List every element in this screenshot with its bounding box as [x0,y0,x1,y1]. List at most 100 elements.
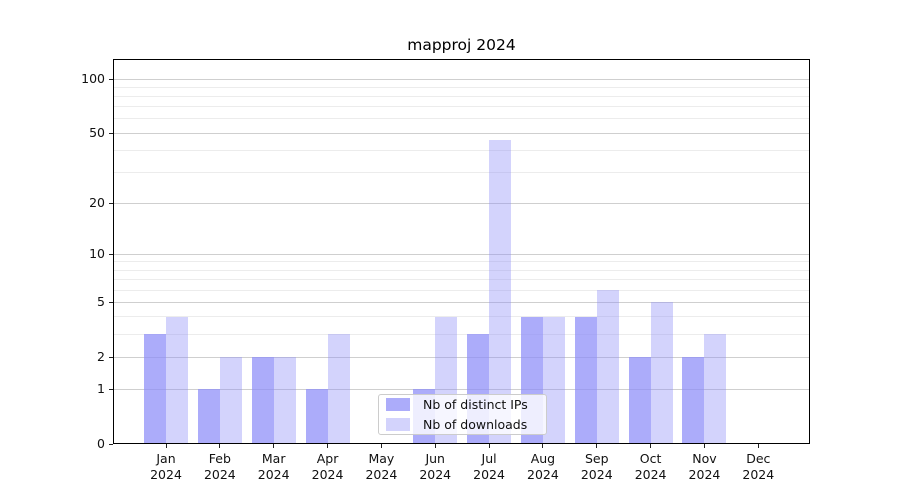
month-label: Apr [316,451,339,466]
y-axis-tick [109,301,113,303]
month-label: Oct [639,451,662,466]
y-axis-tick-label: 20 [89,195,105,211]
legend-item-downloads: Nb of downloads [379,415,546,435]
month-label: Sep [584,451,609,466]
bar-distinct-ips [197,389,220,444]
bar-downloads [489,139,512,444]
year-label: 2024 [634,466,667,482]
legend-label-downloads: Nb of downloads [423,416,528,432]
legend-label-distinct-ips: Nb of distinct IPs [423,397,528,413]
gridline-minor [113,289,810,291]
y-axis-tick [109,388,113,390]
x-axis-tick [488,444,490,448]
month-label: Jun [425,451,445,466]
bar-downloads [650,302,673,444]
x-axis-tick [757,444,759,448]
legend: Nb of distinct IPs Nb of downloads [378,394,547,435]
bar-downloads [542,316,565,444]
y-axis-tick-label: 1 [97,381,105,397]
x-axis-tick [434,444,436,448]
gridline-minor [113,316,810,318]
gridline-minor [113,95,810,97]
bar-downloads [596,290,619,444]
x-axis-tick [542,444,544,448]
x-axis-tick [380,444,382,448]
x-axis-tick [273,444,275,448]
y-axis-tick-label: 100 [81,71,105,86]
month-label: Mar [261,451,286,466]
x-axis-tick-label: Sep 2024 [565,451,629,482]
x-axis-tick-label: Jan 2024 [134,451,198,482]
x-axis-tick [219,444,221,448]
gridline-major [113,356,810,358]
y-axis-tick-label: 5 [97,294,105,310]
year-label: 2024 [150,466,182,482]
gridline-minor [113,86,810,88]
bar-distinct-ips [682,357,705,444]
bar-distinct-ips [251,357,274,444]
gridline-major [113,388,810,390]
bar-downloads [327,334,350,444]
gridline-minor [113,269,810,271]
gridline-major [113,253,810,255]
y-axis-tick [109,443,113,445]
x-axis-tick-label: Oct 2024 [619,451,683,482]
x-axis-tick [327,444,329,448]
legend-swatch-downloads [386,417,410,431]
bar-downloads [219,357,242,444]
gridline-major [113,301,810,303]
gridline-minor [113,333,810,335]
gridline-major [113,78,810,80]
year-label: 2024 [527,466,559,482]
y-axis-tick [109,132,113,134]
x-axis-tick [650,444,652,448]
month-label: Jan [156,451,176,466]
year-label: 2024 [473,466,505,482]
x-axis-tick [165,444,167,448]
gridline-minor [113,279,810,281]
x-axis-tick-label: Feb 2024 [188,451,252,482]
bar-distinct-ips [305,389,328,444]
gridline-minor [113,118,810,120]
gridline-minor [113,106,810,108]
x-axis-tick [703,444,705,448]
month-label: Nov [692,451,717,466]
x-axis-tick-label: Mar 2024 [242,451,306,482]
y-axis-tick [109,356,113,358]
bar-distinct-ips [628,357,651,444]
gridline-minor [113,261,810,263]
month-label: Aug [530,451,556,466]
bar-distinct-ips [574,316,597,444]
x-axis-tick-label: May 2024 [349,451,413,482]
y-axis-tick-label: 0 [97,436,105,451]
x-axis-tick-label: Dec 2024 [726,451,790,482]
x-axis-tick-label: Apr 2024 [296,451,360,482]
x-axis-tick [596,444,598,448]
year-label: 2024 [365,466,398,482]
legend-swatch-distinct-ips [386,398,410,412]
y-axis-tick-label: 50 [89,125,105,141]
x-axis-tick-label: Jul 2024 [457,451,521,482]
bar-distinct-ips [144,334,166,444]
y-axis-tick-label: 2 [97,349,105,365]
bar-downloads [273,357,296,444]
chart-title: mapproj 2024 [407,36,516,54]
gridline-minor [113,171,810,173]
month-label: Jul [481,451,497,466]
bar-downloads [704,334,727,444]
y-axis-tick-label: 10 [89,246,105,262]
year-label: 2024 [688,466,721,482]
month-label: Feb [208,451,231,466]
gridline-major [113,132,810,134]
year-label: 2024 [580,466,613,482]
y-axis-tick [109,78,113,80]
x-axis-tick-label: Aug 2024 [511,451,575,482]
x-axis-tick-label: Jun 2024 [403,451,467,482]
year-label: 2024 [311,466,344,482]
y-axis-tick [109,202,113,204]
x-axis-tick-label: Nov 2024 [672,451,736,482]
bar-downloads [166,316,188,444]
month-label: May [368,451,395,466]
year-label: 2024 [203,466,236,482]
